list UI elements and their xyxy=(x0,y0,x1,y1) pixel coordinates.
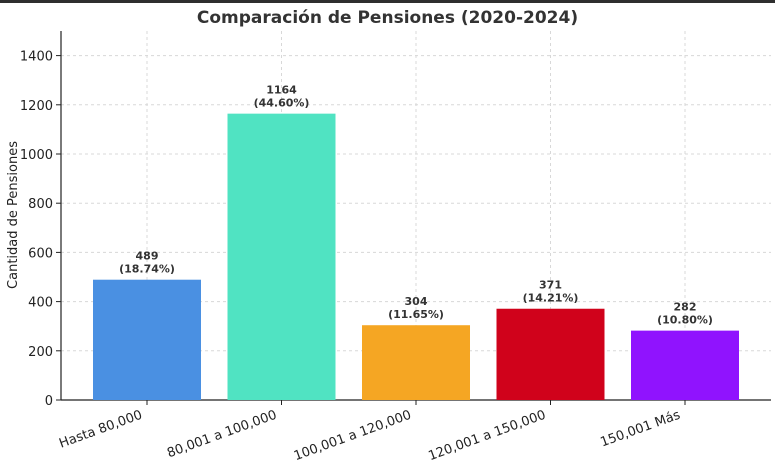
data-labels: 489(18.74%) 1164(44.60%) 304(11.65%) 371(14… xyxy=(119,84,713,327)
x-tick-label: Hasta 80,000 xyxy=(57,408,144,452)
bar-percent-label: (44.60%) xyxy=(254,97,310,110)
bar-percent-label: (14.21%) xyxy=(523,292,579,305)
y-tick-label: 1200 xyxy=(20,99,53,114)
bar-value-label: 304 xyxy=(405,295,428,308)
bar-value-label: 282 xyxy=(674,301,697,314)
bar-2 xyxy=(227,113,336,400)
bars xyxy=(93,113,739,400)
y-tick-label: 400 xyxy=(28,296,53,311)
bar-value-label: 489 xyxy=(136,250,159,263)
y-tick-label: 0 xyxy=(45,394,53,409)
x-tick-label: 80,001 a 100,000 xyxy=(165,408,279,462)
bar-value-label: 371 xyxy=(539,279,562,292)
x-tick-label: 150,001 Más xyxy=(598,408,682,451)
bar-percent-label: (10.80%) xyxy=(657,314,713,327)
x-tick-label: 100,001 a 120,000 xyxy=(292,408,413,464)
y-axis-label: Cantidad de Pensiones xyxy=(6,141,21,289)
x-tick-label: 120,001 a 150,000 xyxy=(426,408,547,464)
bar-percent-label: (18.74%) xyxy=(119,263,175,276)
bar-value-label: 1164 xyxy=(266,84,297,97)
bar-1 xyxy=(93,279,201,400)
y-tick-label: 1400 xyxy=(20,50,53,65)
bar-5 xyxy=(631,330,739,400)
y-tick-label: 800 xyxy=(28,197,53,212)
window-top-border xyxy=(0,0,775,3)
y-tick-label: 1000 xyxy=(20,148,53,163)
bar-3 xyxy=(362,325,470,400)
y-tick-label: 600 xyxy=(28,246,53,261)
bar-percent-label: (11.65%) xyxy=(388,308,444,321)
y-tick-label: 200 xyxy=(28,345,53,360)
bar-4 xyxy=(496,308,605,400)
chart-title: Comparación de Pensiones (2020-2024) xyxy=(196,8,579,28)
